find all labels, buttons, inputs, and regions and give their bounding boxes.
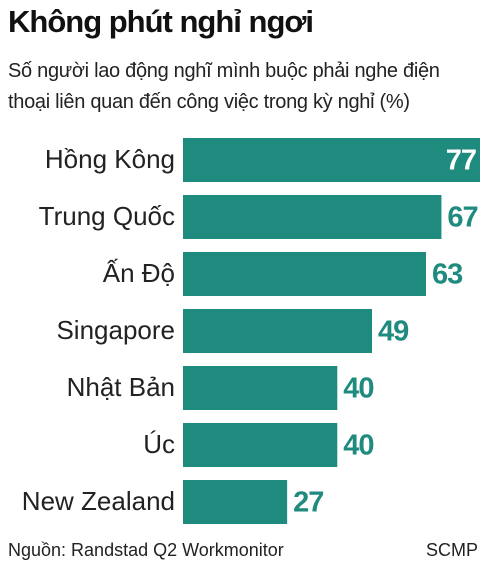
value-label: 63 xyxy=(432,259,463,291)
bar xyxy=(183,138,480,182)
value-label: 49 xyxy=(378,316,409,348)
bar xyxy=(183,252,426,296)
value-label: 40 xyxy=(343,430,373,462)
credit: SCMP xyxy=(426,540,478,560)
category-label: Hồng Kông xyxy=(45,144,175,174)
value-label: 40 xyxy=(343,373,373,405)
chart-title: Không phút nghỉ ngơi xyxy=(8,4,314,39)
value-label: 27 xyxy=(293,487,323,519)
bar xyxy=(183,195,442,239)
source: Nguồn: Randstad Q2 Workmonitor xyxy=(8,540,284,560)
bar xyxy=(183,480,288,524)
category-label: Singapore xyxy=(56,315,175,345)
chart-subtitle: Số người lao động nghĩ mình buộc phải ng… xyxy=(8,60,440,113)
bar xyxy=(183,366,338,410)
category-label: New Zealand xyxy=(22,486,175,516)
value-label: 77 xyxy=(446,145,476,177)
value-label: 67 xyxy=(447,202,477,234)
category-label: Nhật Bản xyxy=(67,372,175,402)
category-label: Ấn Độ xyxy=(103,258,175,288)
category-label: Úc xyxy=(143,429,175,459)
category-label: Trung Quốc xyxy=(39,201,175,231)
bar xyxy=(183,423,338,467)
bar xyxy=(183,309,372,353)
